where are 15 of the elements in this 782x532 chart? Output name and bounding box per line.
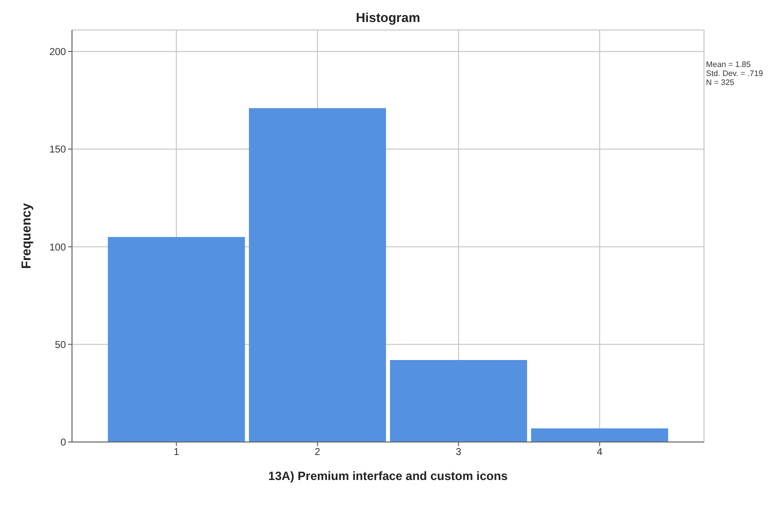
y-tick-label: 100	[49, 242, 66, 254]
y-tick-label: 200	[49, 47, 66, 58]
text: Std. Dev. = .719	[706, 69, 763, 78]
x-axis-title: 13A) Premium interface and custom icons	[268, 469, 508, 483]
y-tick-label: 150	[49, 144, 66, 156]
x-tick-label: 2	[314, 447, 321, 458]
y-axis-title: Frequency	[18, 202, 34, 269]
x-tick-label: 3	[456, 447, 462, 458]
text: N = 325	[706, 78, 736, 87]
y-tick-label: 50	[54, 340, 66, 351]
y-tick-label: 0	[60, 438, 66, 449]
x-tick-label: 4	[596, 447, 603, 458]
x-tick-label: 1	[174, 447, 180, 458]
text: Mean = 1.85	[706, 60, 752, 69]
chart-title: Histogram	[354, 10, 422, 25]
